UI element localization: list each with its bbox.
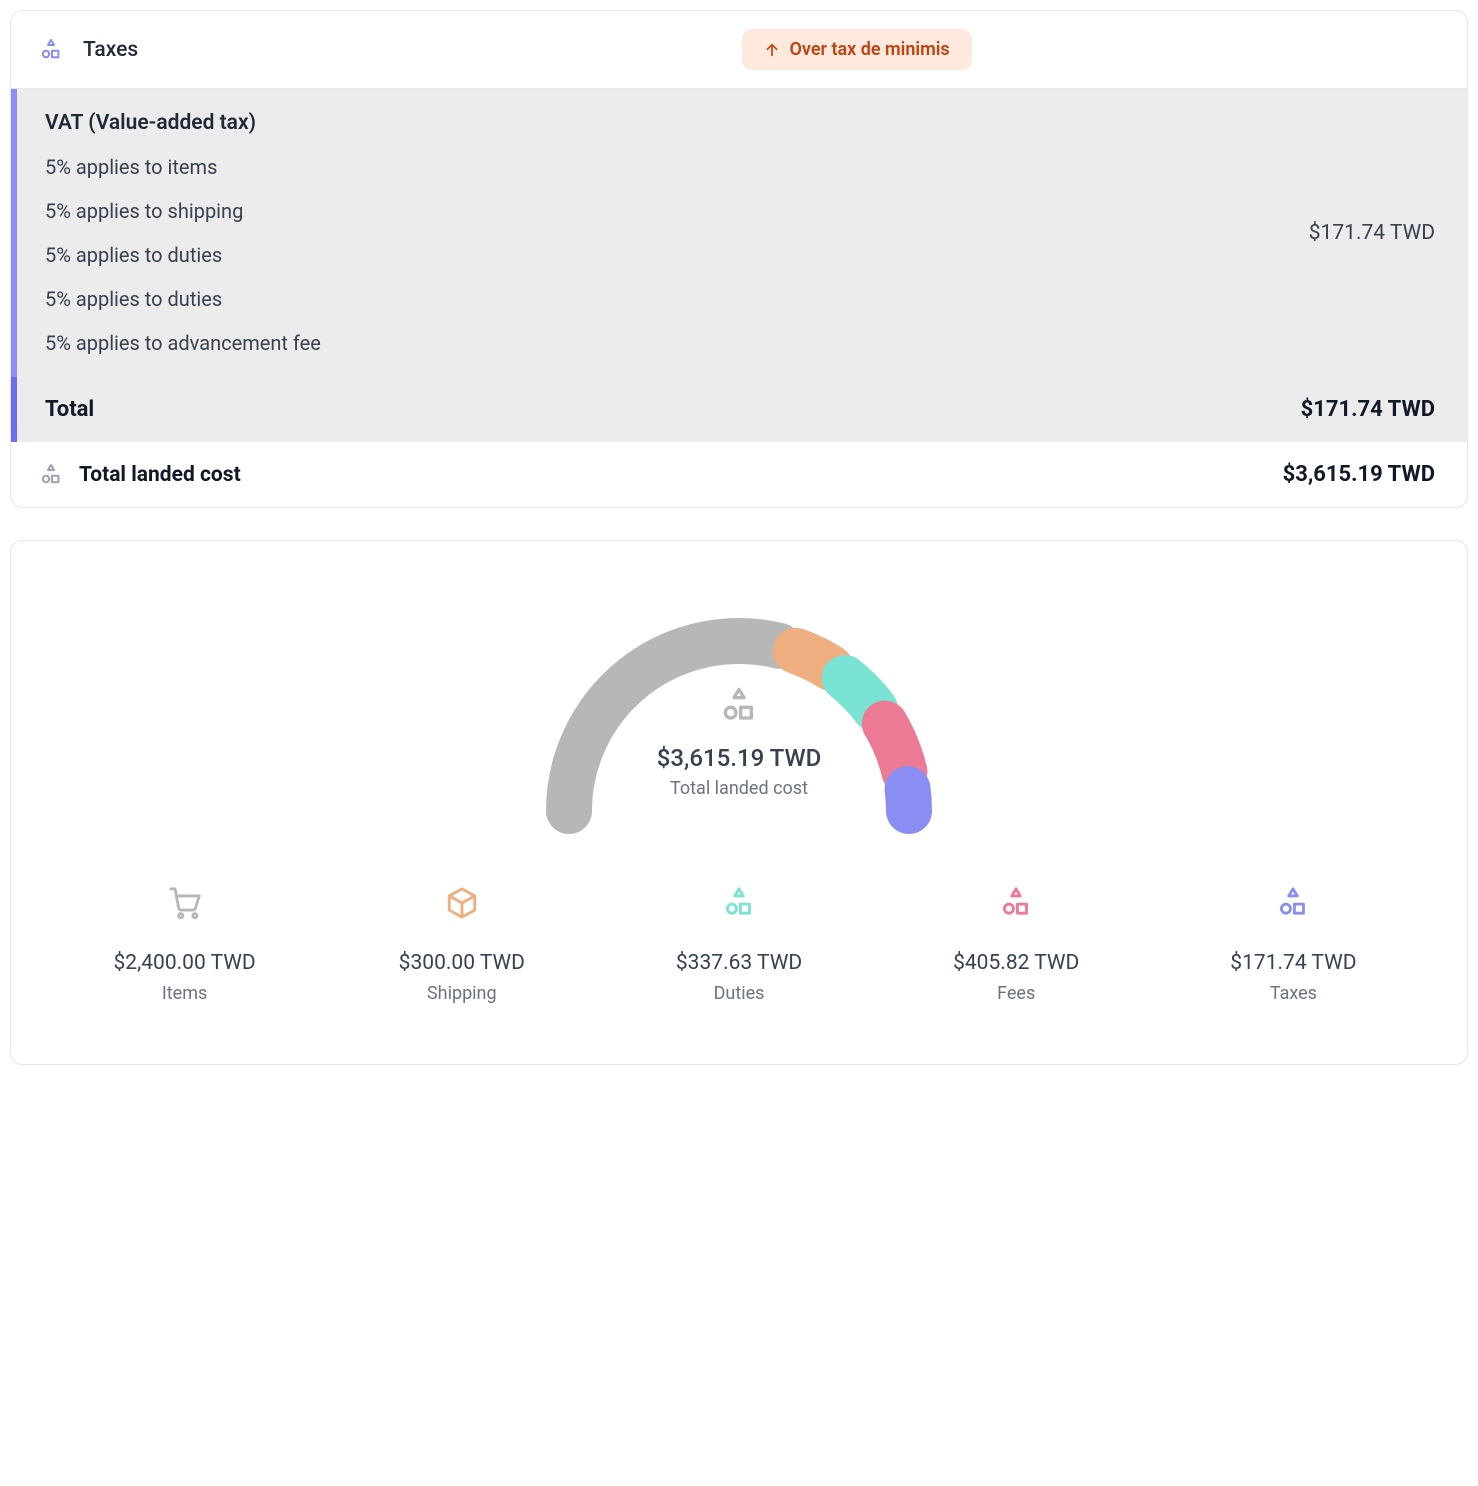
over-de-minimis-badge: Over tax de minimis xyxy=(742,29,972,70)
landed-cost-row: Total landed cost $3,615.19 TWD xyxy=(11,442,1467,507)
cart-icon xyxy=(51,881,318,925)
gauge-amount: $3,615.19 TWD xyxy=(524,744,954,772)
taxes-total-row: Total $171.74 TWD xyxy=(11,377,1467,442)
gauge-sublabel: Total landed cost xyxy=(524,778,954,799)
vat-line: 5% applies to duties xyxy=(45,287,1309,311)
shapes-icon xyxy=(883,881,1150,925)
landed-cost-value: $3,615.19 TWD xyxy=(1283,462,1435,487)
legend-item-items: $2,400.00 TWD Items xyxy=(51,881,318,1004)
legend-amount: $171.74 TWD xyxy=(1160,951,1427,975)
shapes-icon xyxy=(719,686,759,726)
landed-cost-gauge: $3,615.19 TWD Total landed cost xyxy=(524,591,954,841)
shapes-icon xyxy=(605,881,872,925)
summary-legend: $2,400.00 TWD Items $300.00 TWD Shipping… xyxy=(51,881,1427,1004)
legend-item-shipping: $300.00 TWD Shipping xyxy=(328,881,595,1004)
legend-amount: $300.00 TWD xyxy=(328,951,595,975)
legend-item-taxes: $171.74 TWD Taxes xyxy=(1160,881,1427,1004)
legend-label: Shipping xyxy=(328,983,595,1004)
legend-label: Items xyxy=(51,983,318,1004)
legend-amount: $337.63 TWD xyxy=(605,951,872,975)
vat-line: 5% applies to items xyxy=(45,155,1309,179)
taxes-total-label: Total xyxy=(45,397,94,422)
vat-line: 5% applies to advancement fee xyxy=(45,331,1309,355)
vat-title: VAT (Value-added tax) xyxy=(45,111,1309,135)
legend-label: Taxes xyxy=(1160,983,1427,1004)
taxes-total-value: $171.74 TWD xyxy=(1301,397,1435,422)
legend-item-duties: $337.63 TWD Duties xyxy=(605,881,872,1004)
landed-cost-label: Total landed cost xyxy=(79,463,241,487)
arrow-up-icon xyxy=(764,42,780,58)
taxes-card: Taxes Over tax de minimis VAT (Value-add… xyxy=(10,10,1468,508)
shapes-icon xyxy=(1160,881,1427,925)
legend-label: Fees xyxy=(883,983,1150,1004)
legend-label: Duties xyxy=(605,983,872,1004)
legend-amount: $405.82 TWD xyxy=(883,951,1150,975)
shapes-icon xyxy=(39,38,63,62)
box-icon xyxy=(328,881,595,925)
summary-card: $3,615.19 TWD Total landed cost $2,400.0… xyxy=(10,540,1468,1065)
vat-amount: $171.74 TWD xyxy=(1309,221,1435,245)
legend-item-fees: $405.82 TWD Fees xyxy=(883,881,1150,1004)
badge-text: Over tax de minimis xyxy=(790,39,950,60)
taxes-card-header: Taxes Over tax de minimis xyxy=(11,11,1467,89)
vat-line: 5% applies to duties xyxy=(45,243,1309,267)
vat-line: 5% applies to shipping xyxy=(45,199,1309,223)
taxes-title: Taxes xyxy=(83,38,138,62)
legend-amount: $2,400.00 TWD xyxy=(51,951,318,975)
vat-block: VAT (Value-added tax) 5% applies to item… xyxy=(11,89,1467,377)
shapes-icon xyxy=(39,463,63,487)
